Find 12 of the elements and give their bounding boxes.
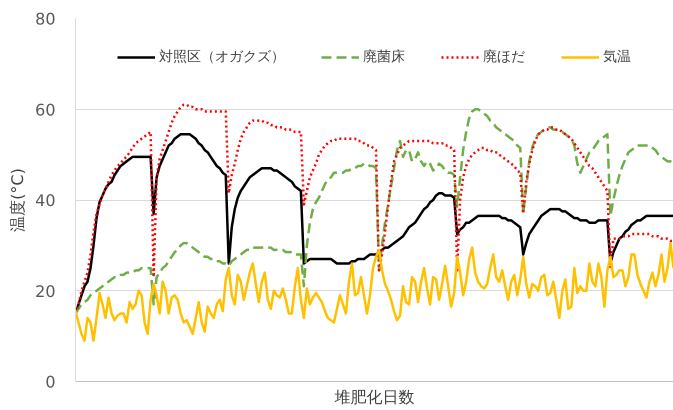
line-series: [76, 242, 673, 342]
y-axis-title: 温度(°C): [8, 168, 28, 232]
legend-label: 廃ほだ: [483, 48, 525, 66]
x-axis-title: 堆肥化日数: [334, 388, 414, 406]
y-tick-label: 80: [35, 10, 56, 28]
legend-label: 気温: [603, 48, 631, 66]
y-tick-label: 60: [35, 100, 56, 120]
y-tick-label: 0: [45, 372, 56, 392]
y-tick-label: 20: [35, 282, 56, 301]
legend-label: 廃菌床: [363, 48, 405, 66]
y-tick-label: 40: [35, 191, 56, 210]
legend-label: 対照区（オガクズ）: [159, 48, 285, 66]
